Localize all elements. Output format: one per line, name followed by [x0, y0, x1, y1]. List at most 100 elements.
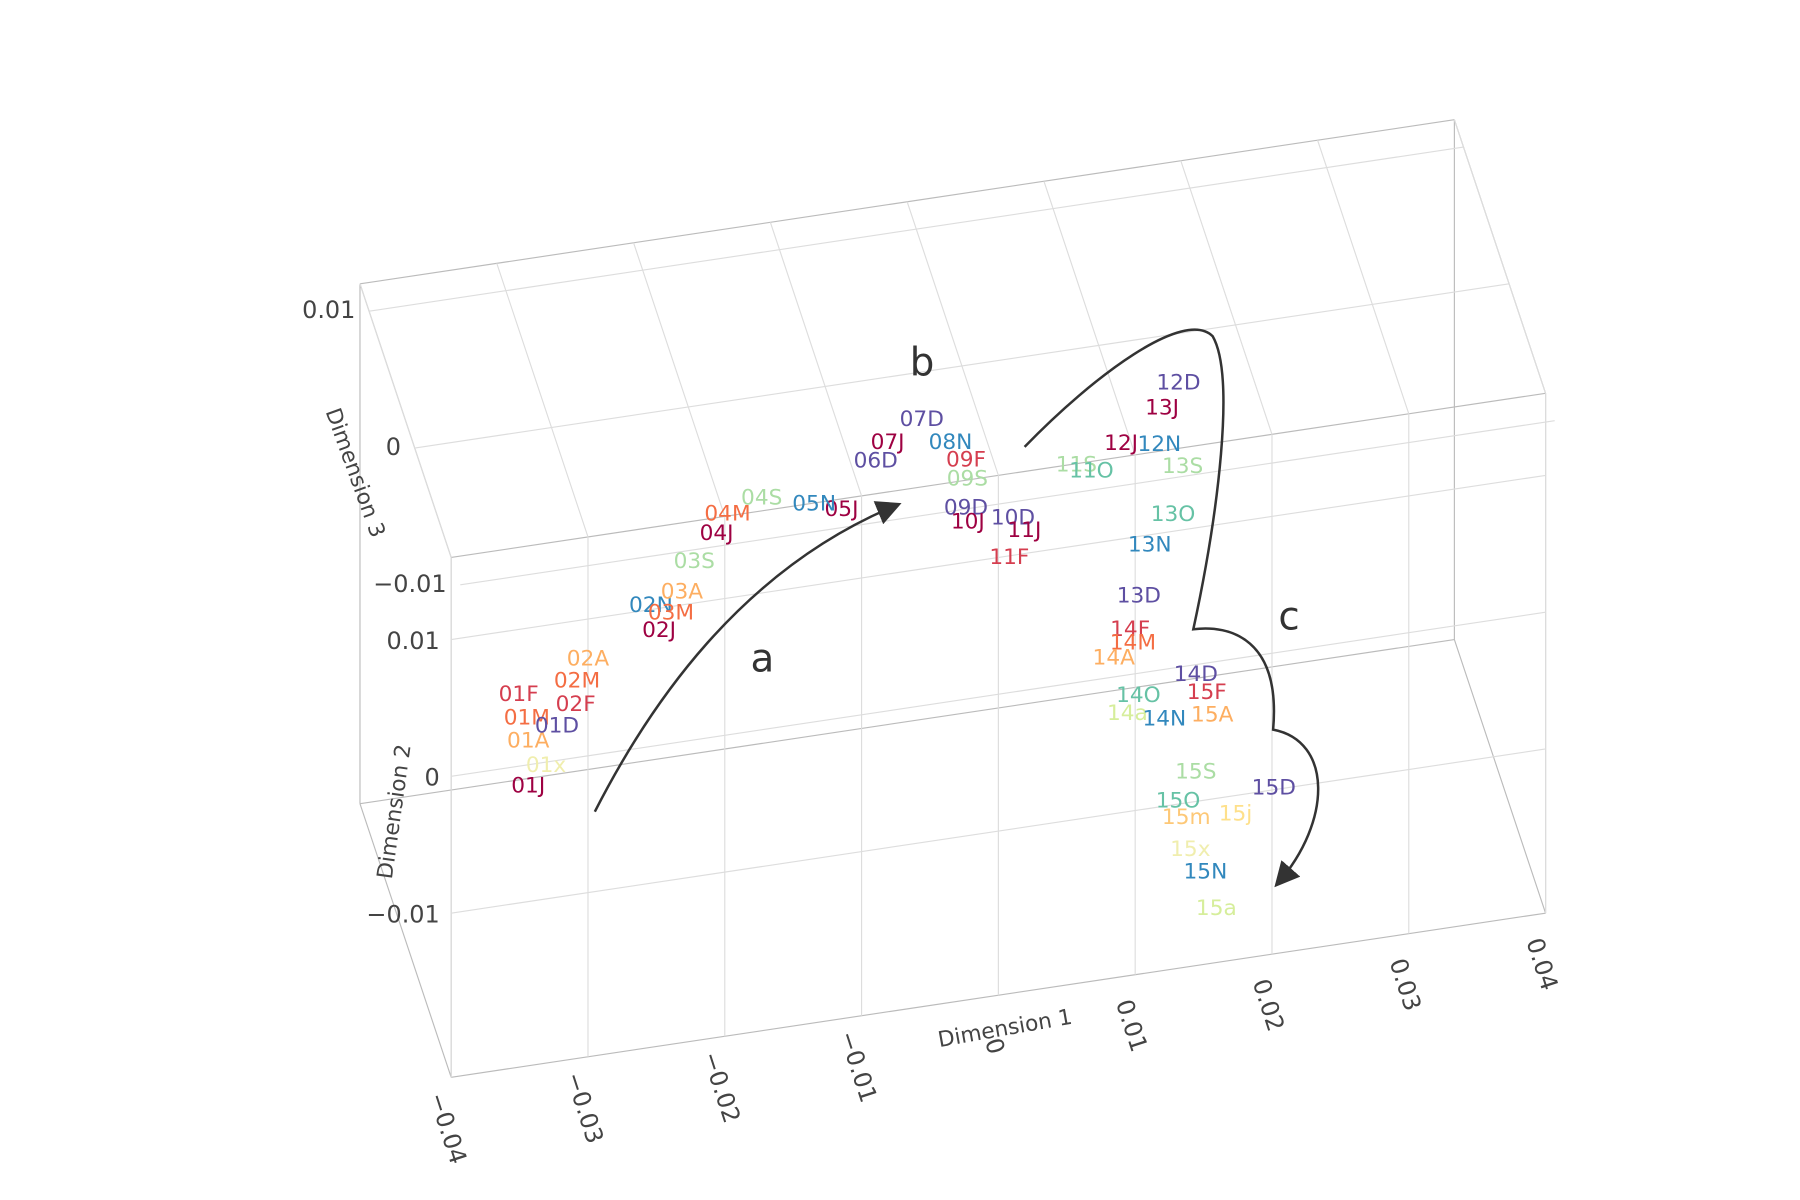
point-label: 09F	[946, 447, 986, 472]
point-label: 03A	[661, 580, 704, 605]
box-edge	[359, 803, 452, 1078]
x-tick-label: −0.01	[833, 1028, 882, 1106]
point-label: 15x	[1170, 837, 1211, 862]
arrow-a	[593, 501, 902, 813]
point-label: 01A	[507, 729, 550, 754]
point-label: 12D	[1156, 370, 1200, 395]
grid	[359, 119, 1555, 1078]
point-label: 11J	[1007, 518, 1041, 543]
point-label: 11O	[1069, 459, 1114, 484]
point-label: 01x	[526, 753, 567, 778]
point-label: 14O	[1116, 683, 1161, 708]
point-label: 04M	[704, 502, 750, 527]
point-label: 02F	[556, 692, 596, 717]
grid-line	[451, 748, 1546, 914]
point-label: 13D	[1117, 584, 1161, 609]
x-tick-label: 0.04	[1520, 934, 1563, 993]
plot-area: −0.04 −0.03 −0.02 −0.01 0 0.01 0.02 0.03 0.04 −0.…	[302, 119, 1564, 1168]
grid-line	[496, 263, 589, 538]
point-label: 10D	[991, 505, 1035, 530]
annotation: c	[1278, 595, 1299, 640]
point-label: 02J	[642, 618, 676, 643]
x-tick-label: 0.02	[1247, 975, 1290, 1034]
y-axis-title: Dimension 2	[373, 743, 417, 881]
point-label: 07D	[900, 407, 944, 432]
point-label: 04J	[700, 521, 734, 546]
point-label: 15O	[1156, 788, 1201, 813]
grid-line	[414, 283, 1510, 449]
point-label: 14D	[1174, 662, 1218, 687]
x-tick-label: −0.02	[697, 1048, 746, 1126]
point-label: 13S	[1162, 454, 1203, 479]
point-label: 11S	[1056, 453, 1097, 478]
point-label: 14F	[1110, 617, 1150, 642]
point-label: 15A	[1191, 703, 1234, 728]
point-label: 15m	[1162, 805, 1211, 830]
point-label: 10J	[951, 509, 985, 534]
point-label: 13O	[1151, 502, 1196, 527]
point-label: 06D	[854, 449, 898, 474]
grid-line	[1043, 181, 1136, 456]
point-label: 02N	[629, 593, 673, 618]
x-tick-label: −0.04	[423, 1089, 472, 1167]
point-label: 13N	[1128, 533, 1172, 558]
point-label: 09S	[947, 466, 988, 491]
point-label: 03M	[648, 600, 694, 625]
point-label: 01D	[535, 713, 579, 738]
x-tick-label: 0.03	[1384, 955, 1427, 1014]
z-tick-label: 0.01	[302, 296, 355, 324]
point-label: 15a	[1196, 896, 1237, 921]
point-label: 01F	[499, 682, 539, 707]
point-label: 15F	[1187, 680, 1227, 705]
box-edge	[1453, 639, 1547, 914]
grid-line	[451, 474, 1546, 641]
point-label: 15N	[1184, 860, 1228, 885]
grid-line	[451, 611, 1546, 777]
z-axis-title: Dimension 3	[320, 405, 390, 541]
point-label: 14a	[1107, 701, 1148, 726]
point-label: 14N	[1142, 706, 1186, 731]
annotation: b	[910, 340, 935, 385]
point-label: 03S	[674, 549, 715, 574]
point-label: 07J	[871, 430, 905, 455]
point-label: 14A	[1093, 645, 1136, 670]
annotation: a	[751, 637, 775, 682]
x-tick-label: 0.01	[1110, 996, 1153, 1055]
grid-line	[633, 242, 726, 517]
grid-line	[769, 222, 863, 497]
grid-line	[359, 283, 452, 558]
point-label: 13J	[1145, 395, 1179, 420]
point-label: 01J	[511, 774, 545, 799]
point-label: 08N	[929, 430, 973, 455]
point-label: 05J	[825, 497, 859, 522]
point-label: 04S	[741, 486, 782, 511]
point-label: 05N	[792, 491, 836, 516]
grid-line	[1180, 160, 1273, 435]
y-tick-label: −0.01	[366, 900, 439, 928]
point-label: 12J	[1104, 431, 1138, 456]
z-tick-label: 0	[386, 433, 401, 461]
point-label: 01M	[504, 705, 550, 730]
point-label: 15D	[1252, 775, 1296, 800]
point-label: 11F	[989, 545, 1029, 570]
point-label: 14M	[1110, 630, 1156, 655]
grid-line	[369, 146, 1464, 312]
grid-line	[906, 201, 999, 476]
grid-line	[460, 420, 1555, 586]
arrow-c	[1023, 328, 1320, 888]
point-label: 02M	[554, 669, 600, 694]
x-tick-label: −0.03	[560, 1069, 609, 1147]
grid-line	[1317, 140, 1410, 415]
point-label: 12N	[1137, 432, 1181, 457]
point-label: 15j	[1219, 802, 1253, 827]
grid-line	[1453, 119, 1547, 394]
y-tick-label: 0	[425, 764, 440, 792]
point-label: 15S	[1175, 760, 1216, 785]
y-tick-label: 0.01	[386, 627, 439, 655]
point-label: 02A	[567, 646, 610, 671]
point-label: 09D	[944, 495, 988, 520]
z-tick-label: −0.01	[373, 570, 446, 598]
